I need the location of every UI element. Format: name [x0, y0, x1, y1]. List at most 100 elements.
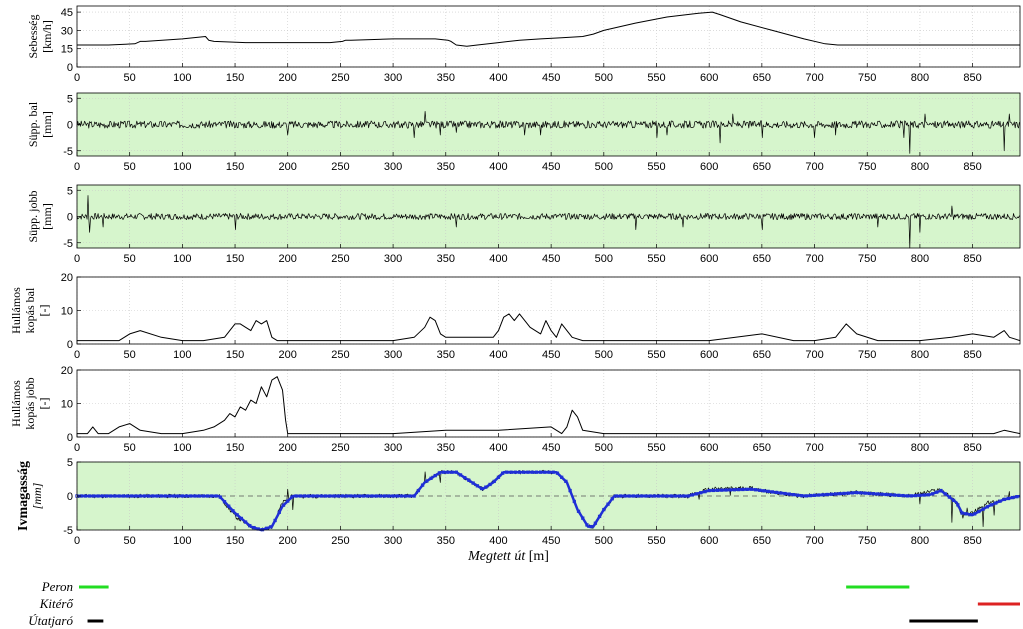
plot-frame: [76, 5, 1021, 68]
series-marker: [100, 494, 104, 498]
x-tick-label: 500: [595, 253, 613, 265]
series-marker: [808, 493, 812, 498]
y-axis-label: Hullámoskopás bal[-]: [9, 287, 51, 334]
series-marker: [597, 514, 602, 519]
series-marker: [711, 488, 716, 493]
y-tick-label: 5: [67, 185, 73, 197]
y-tick-label: 5: [67, 93, 73, 105]
x-tick-label: 800: [911, 535, 929, 547]
x-axis-label: Megtett út [m]: [467, 549, 549, 564]
series-marker: [125, 494, 130, 498]
series-marker: [513, 470, 517, 474]
x-tick-label: 600: [700, 535, 718, 547]
series-marker: [345, 494, 349, 498]
x-tick-label: 300: [384, 72, 402, 84]
series-marker: [134, 494, 138, 498]
series-marker: [534, 470, 539, 474]
series-marker: [551, 470, 555, 474]
series-marker: [627, 494, 631, 498]
x-tick-label: 100: [173, 442, 191, 454]
series-marker: [349, 494, 353, 498]
series-marker: [884, 492, 888, 497]
series-marker: [231, 509, 235, 513]
series-marker: [669, 494, 673, 498]
x-tick-label: 650: [753, 535, 771, 547]
series-marker: [517, 470, 522, 474]
x-tick-label: 500: [595, 442, 613, 454]
series-marker: [416, 488, 421, 493]
series-marker: [707, 488, 711, 493]
series-marker: [1010, 495, 1015, 500]
x-tick-label: 800: [911, 253, 929, 265]
series-marker: [774, 490, 779, 495]
series-marker: [943, 492, 947, 496]
x-tick-label: 700: [805, 535, 823, 547]
x-tick-label: 350: [437, 349, 455, 361]
series-marker: [412, 494, 416, 498]
series-marker: [863, 491, 867, 495]
series-marker: [922, 493, 926, 497]
series-marker: [366, 494, 370, 498]
legend-label: Útatjaró: [28, 613, 73, 628]
series-marker: [340, 494, 345, 498]
x-tick-label: 100: [173, 161, 191, 173]
x-tick-label: 650: [753, 161, 771, 173]
x-tick-label: 350: [437, 535, 455, 547]
series-marker: [319, 494, 324, 498]
series-marker: [749, 487, 753, 491]
x-tick-label: 500: [595, 161, 613, 173]
series-marker: [429, 476, 433, 480]
y-axis-label: Ivmagasság[mm]: [16, 461, 44, 531]
series-line-1: [77, 376, 1021, 435]
chart-panel-5: 0 50 100 150 200 250 300 350 400 450 500 550 600 650 7…: [9, 365, 1021, 454]
series-marker: [791, 492, 796, 497]
series-marker: [926, 493, 930, 497]
series-marker: [589, 524, 593, 529]
series-marker: [505, 470, 509, 474]
y-tick-label: 20: [61, 272, 73, 284]
x-tick-label: 750: [858, 253, 876, 265]
x-tick-label: 50: [124, 349, 136, 361]
chart-panel-6: 0 50 100 150 200 250 300 350 400 450 500 550 600 650 7…: [16, 457, 1021, 564]
plot-background: [77, 6, 1020, 67]
series-marker: [286, 499, 290, 503]
series-marker: [252, 525, 256, 530]
series-marker: [867, 491, 871, 496]
series-marker: [758, 488, 762, 492]
series-marker: [391, 494, 395, 498]
x-tick-label: 50: [124, 535, 136, 547]
y-tick-label: 10: [61, 399, 73, 411]
x-tick-label: 750: [858, 442, 876, 454]
series-marker: [222, 500, 227, 504]
x-tick-label: 650: [753, 72, 771, 84]
series-marker: [404, 494, 408, 498]
legend-row-1: Peron: [41, 579, 910, 594]
series-marker: [564, 479, 568, 484]
series-marker: [269, 525, 273, 529]
series-marker: [189, 494, 193, 498]
series-marker: [829, 492, 834, 496]
series-marker: [526, 470, 530, 474]
series-marker: [678, 494, 682, 498]
x-tick-label: 750: [858, 72, 876, 84]
x-tick-label: 350: [437, 442, 455, 454]
series-marker: [239, 516, 244, 521]
series-marker: [817, 493, 821, 497]
series-marker: [383, 494, 387, 498]
series-marker: [437, 471, 442, 475]
series-marker: [530, 470, 534, 474]
series-marker: [673, 494, 678, 498]
series-marker: [661, 494, 665, 498]
series-marker: [568, 488, 572, 493]
x-tick-label: 100: [173, 349, 191, 361]
series-marker: [892, 493, 897, 497]
y-tick-label: 0: [67, 120, 73, 132]
x-tick-label: 50: [124, 442, 136, 454]
series-marker: [227, 504, 231, 508]
series-marker: [311, 494, 315, 498]
series-marker: [163, 494, 168, 498]
series-marker: [602, 507, 606, 512]
chart-panel-2: 0 50 100 150 200 250 300 350 400 450 500 550 600 650 7…: [26, 92, 1021, 173]
x-tick-label: 150: [226, 535, 244, 547]
series-marker: [555, 471, 560, 475]
